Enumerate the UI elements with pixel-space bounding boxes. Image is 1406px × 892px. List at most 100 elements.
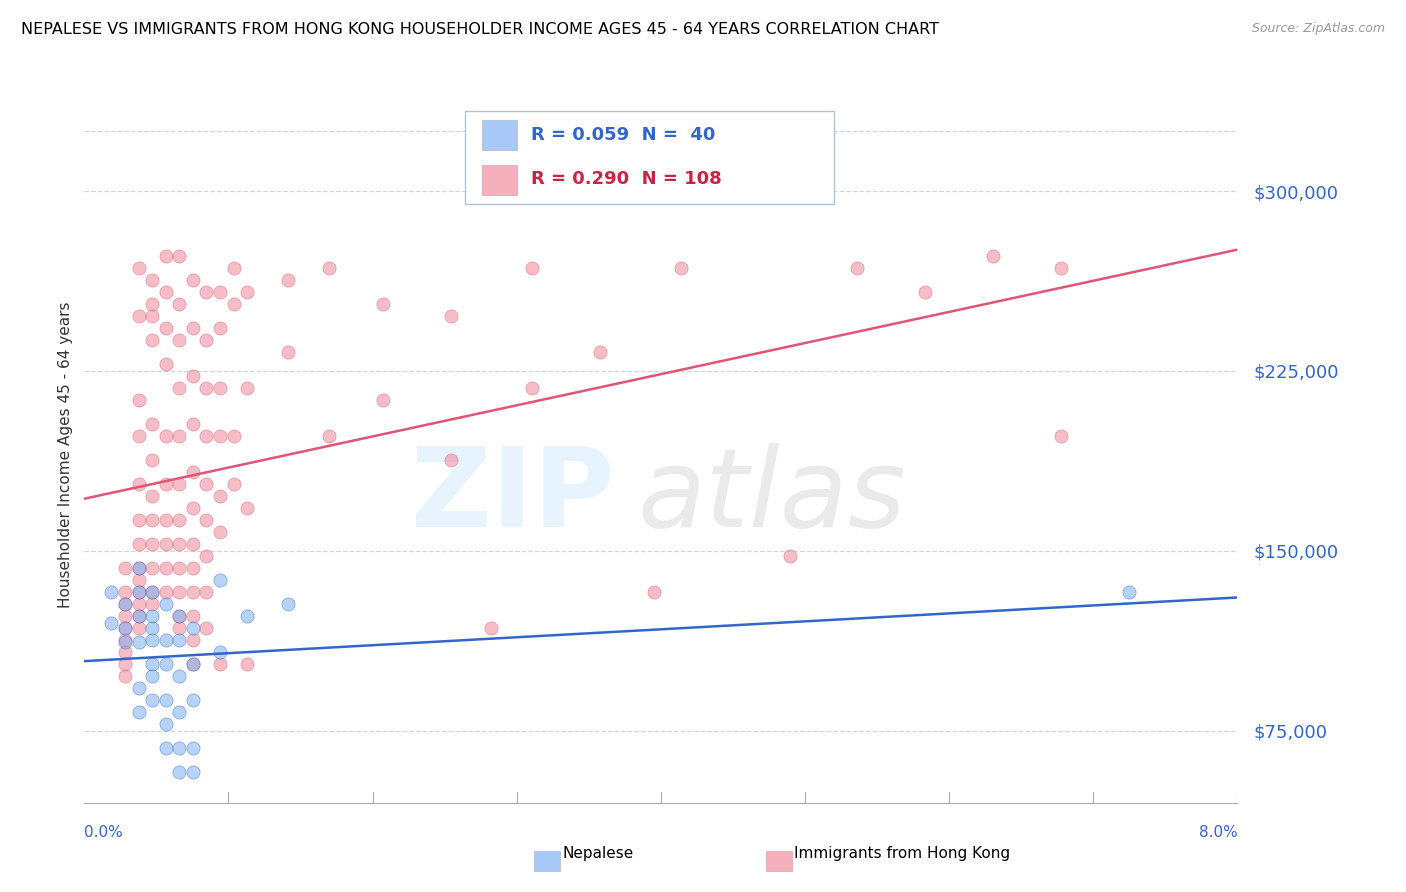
Point — [169, 297, 191, 311]
Point — [236, 285, 259, 299]
Point — [236, 608, 259, 623]
Point — [181, 500, 204, 515]
Point — [155, 537, 177, 551]
Text: R = 0.059  N =  40: R = 0.059 N = 40 — [530, 126, 714, 144]
Point — [318, 260, 340, 275]
Point — [141, 597, 163, 611]
Bar — [482, 120, 517, 151]
Point — [181, 320, 204, 334]
Point — [114, 645, 136, 659]
Point — [141, 668, 163, 682]
Point — [128, 573, 150, 587]
Point — [155, 632, 177, 647]
Point — [155, 584, 177, 599]
Point — [141, 692, 163, 706]
Text: NEPALESE VS IMMIGRANTS FROM HONG KONG HOUSEHOLDER INCOME AGES 45 - 64 YEARS CORR: NEPALESE VS IMMIGRANTS FROM HONG KONG HO… — [21, 22, 939, 37]
Point — [195, 513, 218, 527]
Point — [1050, 428, 1073, 442]
Point — [155, 560, 177, 574]
Point — [141, 333, 163, 347]
Point — [277, 597, 299, 611]
Point — [208, 428, 231, 442]
Point — [520, 260, 543, 275]
Point — [128, 608, 150, 623]
Point — [155, 285, 177, 299]
FancyBboxPatch shape — [465, 111, 834, 204]
Point — [181, 273, 204, 287]
Point — [914, 285, 936, 299]
Point — [169, 476, 191, 491]
Point — [371, 392, 394, 407]
Point — [779, 549, 801, 563]
Point — [169, 537, 191, 551]
Point — [222, 297, 245, 311]
Point — [141, 309, 163, 323]
Point — [128, 621, 150, 635]
Point — [195, 285, 218, 299]
Point — [208, 524, 231, 539]
Point — [1118, 584, 1140, 599]
Point — [155, 692, 177, 706]
Point — [155, 740, 177, 755]
Point — [114, 668, 136, 682]
Point — [208, 285, 231, 299]
Point — [222, 260, 245, 275]
Point — [155, 357, 177, 371]
Point — [236, 381, 259, 395]
Point — [181, 621, 204, 635]
Point — [195, 476, 218, 491]
Point — [169, 632, 191, 647]
Text: ZIP: ZIP — [412, 443, 614, 550]
Point — [128, 705, 150, 719]
Point — [318, 428, 340, 442]
Point — [222, 476, 245, 491]
Point — [141, 513, 163, 527]
Point — [195, 549, 218, 563]
Point — [195, 381, 218, 395]
Point — [181, 657, 204, 671]
Point — [181, 368, 204, 383]
Point — [128, 560, 150, 574]
Point — [181, 560, 204, 574]
Point — [439, 452, 461, 467]
Point — [141, 621, 163, 635]
Point — [181, 657, 204, 671]
Point — [141, 584, 163, 599]
Point — [114, 621, 136, 635]
Text: 0.0%: 0.0% — [84, 825, 124, 840]
Point — [141, 273, 163, 287]
Point — [141, 537, 163, 551]
Point — [128, 560, 150, 574]
Point — [128, 428, 150, 442]
Point — [236, 657, 259, 671]
Point — [1050, 260, 1073, 275]
Point — [155, 597, 177, 611]
Text: atlas: atlas — [638, 443, 907, 550]
Point — [141, 489, 163, 503]
Point — [128, 635, 150, 649]
Point — [169, 584, 191, 599]
Point — [141, 560, 163, 574]
Text: Source: ZipAtlas.com: Source: ZipAtlas.com — [1251, 22, 1385, 36]
Point — [181, 537, 204, 551]
Point — [128, 608, 150, 623]
Y-axis label: Householder Income Ages 45 - 64 years: Householder Income Ages 45 - 64 years — [58, 301, 73, 608]
Point — [141, 632, 163, 647]
Point — [128, 584, 150, 599]
Point — [208, 657, 231, 671]
Point — [128, 309, 150, 323]
Point — [371, 297, 394, 311]
Point — [277, 344, 299, 359]
Point — [128, 681, 150, 695]
Point — [195, 428, 218, 442]
Point — [181, 764, 204, 779]
Point — [181, 692, 204, 706]
Point — [181, 740, 204, 755]
Point — [155, 476, 177, 491]
Point — [222, 428, 245, 442]
Point — [155, 428, 177, 442]
Point — [169, 608, 191, 623]
Point — [114, 584, 136, 599]
Point — [114, 560, 136, 574]
Point — [128, 537, 150, 551]
